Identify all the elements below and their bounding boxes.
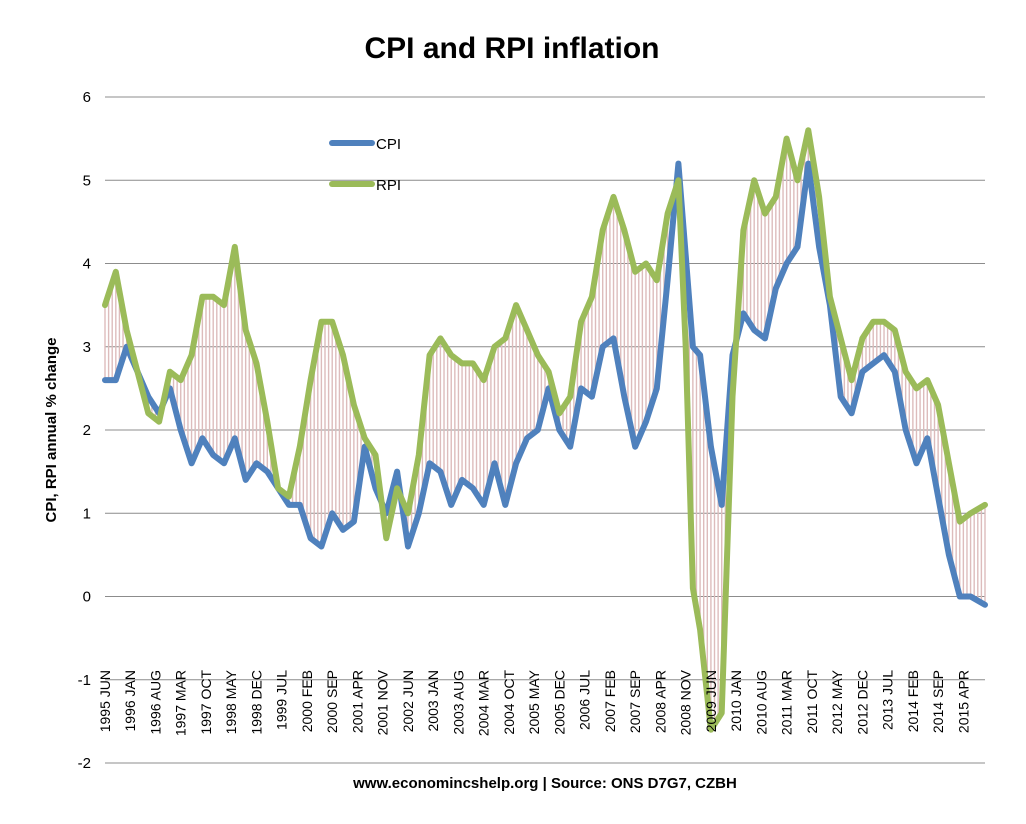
- x-tick-label: 2012 MAY: [829, 669, 845, 734]
- x-tick-label: 1999 JUL: [274, 670, 290, 730]
- x-tick-label: 2007 FEB: [602, 670, 618, 732]
- x-tick-label: 2005 MAY: [526, 669, 542, 734]
- x-tick-label: 2008 APR: [652, 670, 668, 733]
- y-tick-label: 2: [83, 422, 91, 439]
- x-tick-label: 2004 MAR: [476, 670, 492, 736]
- x-tick-label: 2009 JUN: [703, 670, 719, 732]
- y-tick-label: 0: [83, 589, 91, 606]
- x-tick-labels: 1995 JUN 1996 JAN 1996 AUG 1997 MAR 1997 OCT…: [97, 669, 971, 736]
- x-tick-label: 2001 APR: [350, 670, 366, 733]
- series-line-cpi: [102, 160, 988, 608]
- x-tick-label: 2004 OCT: [501, 670, 517, 735]
- x-axis-label: www.economincshelp.org | Source: ONS D7G…: [352, 775, 737, 792]
- x-tick-label: 1996 JAN: [122, 670, 138, 731]
- chart-title: CPI and RPI inflation: [364, 32, 659, 65]
- y-tick-label: 6: [83, 89, 91, 106]
- y-tick-label: -2: [78, 755, 91, 772]
- x-tick-label: 2015 APR: [955, 670, 971, 733]
- y-tick-label: 3: [83, 339, 91, 356]
- x-tick-label: 2000 FEB: [299, 670, 315, 732]
- x-tick-label: 1996 AUG: [148, 670, 164, 735]
- x-tick-label: 2013 JUL: [880, 670, 896, 730]
- x-tick-label: 2007 SEP: [627, 670, 643, 733]
- series-lines: [102, 127, 988, 733]
- legend-label-rpi: RPI: [376, 177, 401, 194]
- x-tick-label: 2003 JAN: [425, 670, 441, 731]
- x-tick-label: 2006 JUL: [577, 670, 593, 730]
- x-tick-label: 2010 AUG: [753, 670, 769, 735]
- x-tick-label: 1998 DEC: [249, 670, 265, 735]
- x-tick-label: 2005 DEC: [551, 670, 567, 735]
- x-tick-label: 2014 SEP: [930, 670, 946, 733]
- x-tick-label: 1998 MAY: [223, 669, 239, 734]
- y-tick-label: 4: [83, 256, 91, 273]
- x-tick-label: 1995 JUN: [97, 670, 113, 732]
- gridlines: [105, 96, 985, 764]
- x-tick-label: 2008 NOV: [678, 669, 694, 735]
- x-tick-label: 1997 MAR: [173, 670, 189, 736]
- legend-label-cpi: CPI: [376, 136, 401, 153]
- y-axis-label: CPI, RPI annual % change: [43, 337, 60, 522]
- y-tick-label: 5: [83, 172, 91, 189]
- x-tick-label: 2011 OCT: [804, 670, 820, 734]
- y-tick-labels: -2 -1 0 1 2 3 4 5 6: [78, 89, 91, 772]
- x-tick-label: 2002 JUN: [400, 670, 416, 732]
- x-tick-label: 2010 JAN: [728, 670, 744, 731]
- x-tick-label: 2011 MAR: [779, 670, 795, 735]
- legend: CPI RPI: [329, 136, 401, 194]
- x-tick-label: 2001 NOV: [375, 669, 391, 735]
- y-tick-label: -1: [78, 672, 91, 689]
- series-line-rpi: [102, 127, 988, 733]
- x-tick-label: 2014 FEB: [905, 670, 921, 732]
- y-tick-label: 1: [83, 505, 91, 522]
- x-tick-label: 2012 DEC: [854, 670, 870, 735]
- x-tick-label: 2000 SEP: [324, 670, 340, 733]
- x-tick-label: 2003 AUG: [450, 670, 466, 735]
- x-tick-label: 1997 OCT: [198, 670, 214, 735]
